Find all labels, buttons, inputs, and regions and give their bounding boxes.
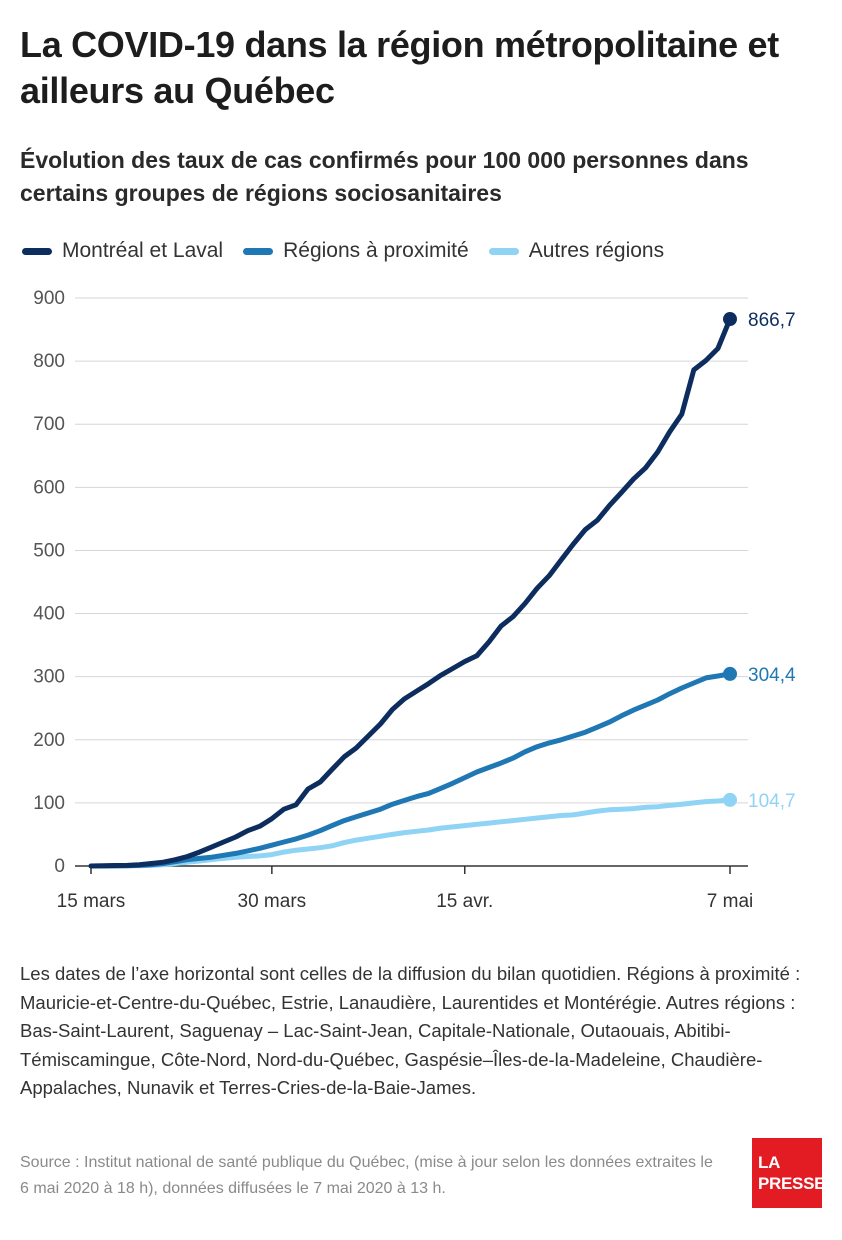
chart-title: La COVID-19 dans la région métropolitain… <box>20 24 779 111</box>
legend-label-autres-regions: Autres régions <box>528 239 665 262</box>
legend: Montréal et Laval Régions à proximité Au… <box>22 236 684 266</box>
legend-label-montreal-laval: Montréal et Laval <box>62 239 224 262</box>
x-tick-label-1: 30 mars <box>238 891 307 912</box>
logo-line-1: LA <box>758 1153 781 1172</box>
legend-label-regions-proximite: Régions à proximité <box>283 239 469 262</box>
series-end-point-1 <box>723 666 737 681</box>
series-line-0 <box>88 316 733 869</box>
legend-item-montreal-laval: Montréal et Laval <box>22 239 223 263</box>
source-note: Source : Institut national de santé publ… <box>20 1154 713 1197</box>
y-tick-label-200: 200 <box>33 730 65 751</box>
chart-subtitle: Évolution des taux de cas confirmés pour… <box>20 147 749 206</box>
y-tick-label-900: 900 <box>33 288 65 309</box>
series-end-label-1: 304,4 <box>748 665 796 686</box>
legend-item-autres-regions: Autres régions <box>488 239 665 263</box>
logo-line-2: PRESSE <box>758 1174 826 1193</box>
x-tick-label-2: 15 avr. <box>436 891 493 912</box>
y-tick-label-0: 0 <box>54 856 65 877</box>
legend-swatch-autres-regions <box>488 247 519 255</box>
legend-item-regions-proximite: Régions à proximité <box>243 239 469 263</box>
y-tick-label-400: 400 <box>33 604 65 625</box>
x-tick-label-0: 15 mars <box>57 891 126 912</box>
series-end-label-0: 866,7 <box>748 310 796 331</box>
y-tick-label-300: 300 <box>33 667 65 688</box>
series-end-label-2: 104,7 <box>748 791 796 812</box>
chart-notes: Les dates de l’axe horizontal sont celle… <box>20 963 801 1098</box>
x-tick-label-3: 7 mai <box>707 891 753 912</box>
y-tick-label-700: 700 <box>33 414 65 435</box>
la-presse-logo: LA PRESSE <box>752 1138 826 1208</box>
series-end-point-0 <box>723 312 737 327</box>
series-line-2 <box>88 797 733 869</box>
y-tick-label-600: 600 <box>33 477 65 498</box>
y-tick-label-500: 500 <box>33 540 65 561</box>
y-tick-label-100: 100 <box>33 793 65 814</box>
line-chart: 0 100 200 300 400 500 600 700 800 900 15 mars 30 ma… <box>33 288 796 912</box>
legend-swatch-montreal-laval <box>22 247 52 255</box>
y-tick-label-800: 800 <box>33 351 65 372</box>
legend-swatch-regions-proximite <box>243 247 274 255</box>
series-line-1 <box>88 671 733 869</box>
series-end-point-2 <box>723 792 737 807</box>
